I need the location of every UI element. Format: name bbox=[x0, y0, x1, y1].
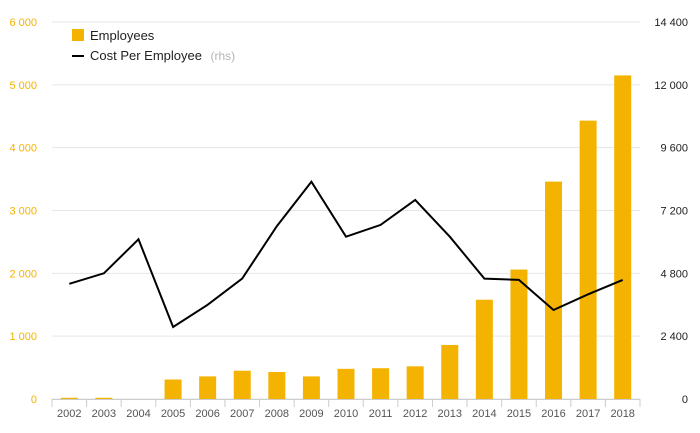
x-tick-label: 2009 bbox=[299, 408, 323, 420]
bar-2013 bbox=[441, 344, 459, 399]
y-right-tick-label: 14 400 bbox=[654, 17, 688, 29]
bar-2018 bbox=[614, 75, 632, 400]
cost-line-layer bbox=[69, 179, 624, 329]
x-tick-label: 2002 bbox=[57, 408, 81, 420]
legend-label-cost-group: Cost Per Employee (rhs) bbox=[90, 47, 235, 64]
bar-2009 bbox=[302, 376, 320, 399]
x-tick-label: 2007 bbox=[230, 408, 254, 420]
y-right-tick-label: 7 200 bbox=[660, 206, 688, 218]
x-tick-label: 2015 bbox=[507, 408, 531, 420]
x-tick-label: 2018 bbox=[610, 408, 634, 420]
bar-2015 bbox=[510, 269, 528, 399]
y-left-tick-label: 2 000 bbox=[9, 268, 37, 280]
y-left-tick-label: 6 000 bbox=[9, 17, 37, 29]
legend-label-employees: Employees bbox=[90, 28, 155, 43]
y-left-tick-label: 0 bbox=[31, 394, 37, 406]
y-right-tick-label: 0 bbox=[682, 394, 688, 406]
y-left-tick-label: 4 000 bbox=[9, 143, 37, 155]
bar-2010 bbox=[337, 368, 355, 399]
y-right-tick-label: 12 000 bbox=[654, 80, 688, 92]
y-right-tick-label: 2 400 bbox=[660, 331, 688, 343]
left-axis: 0 1 000 2 000 3 000 4 000 5 000 6 000 bbox=[9, 17, 37, 406]
bar-2017 bbox=[579, 120, 597, 400]
bar-2006 bbox=[199, 376, 217, 399]
y-left-tick-label: 5 000 bbox=[9, 80, 37, 92]
x-tick-label: 2003 bbox=[92, 408, 116, 420]
x-tick-label: 2012 bbox=[403, 408, 427, 420]
y-right-tick-label: 9 600 bbox=[660, 143, 688, 155]
x-tick-label: 2010 bbox=[334, 408, 358, 420]
bar-2003 bbox=[95, 397, 113, 399]
right-axis: 0 2 400 4 800 7 200 9 600 12 000 14 400 bbox=[654, 17, 688, 406]
legend-label-cost: Cost Per Employee bbox=[90, 48, 202, 63]
x-axis: 2002 2003 2004 2005 2006 2007 2008 2009 2010 2011… bbox=[51, 399, 641, 420]
x-tick-label: 2011 bbox=[369, 408, 393, 420]
y-left-tick-label: 1 000 bbox=[9, 331, 37, 343]
x-tick-label: 2004 bbox=[126, 408, 150, 420]
bar-2007 bbox=[233, 370, 251, 399]
x-tick-label: 2017 bbox=[576, 408, 600, 420]
x-tick-label: 2008 bbox=[265, 408, 289, 420]
x-tick-label: 2005 bbox=[161, 408, 185, 420]
legend: Employees Cost Per Employee (rhs) bbox=[72, 28, 235, 64]
x-tick-label: 2006 bbox=[195, 408, 219, 420]
x-tick-label: 2013 bbox=[438, 408, 462, 420]
legend-swatch-employees bbox=[72, 29, 84, 41]
employee-bars bbox=[60, 75, 632, 400]
bar-2016 bbox=[545, 181, 563, 399]
bar-2012 bbox=[406, 366, 424, 399]
y-right-tick-label: 4 800 bbox=[660, 268, 688, 280]
bar-2014 bbox=[475, 299, 493, 399]
gridlines bbox=[52, 21, 640, 400]
bar-2008 bbox=[268, 371, 286, 399]
legend-label-cost-suffix: (rhs) bbox=[210, 49, 235, 63]
bar-2002 bbox=[60, 397, 78, 399]
y-left-tick-label: 3 000 bbox=[9, 206, 37, 218]
x-tick-label: 2014 bbox=[472, 408, 496, 420]
bar-2011 bbox=[372, 368, 390, 399]
x-tick-label: 2016 bbox=[541, 408, 565, 420]
bar-2005 bbox=[164, 379, 182, 399]
cost-per-employee-line bbox=[69, 179, 624, 329]
